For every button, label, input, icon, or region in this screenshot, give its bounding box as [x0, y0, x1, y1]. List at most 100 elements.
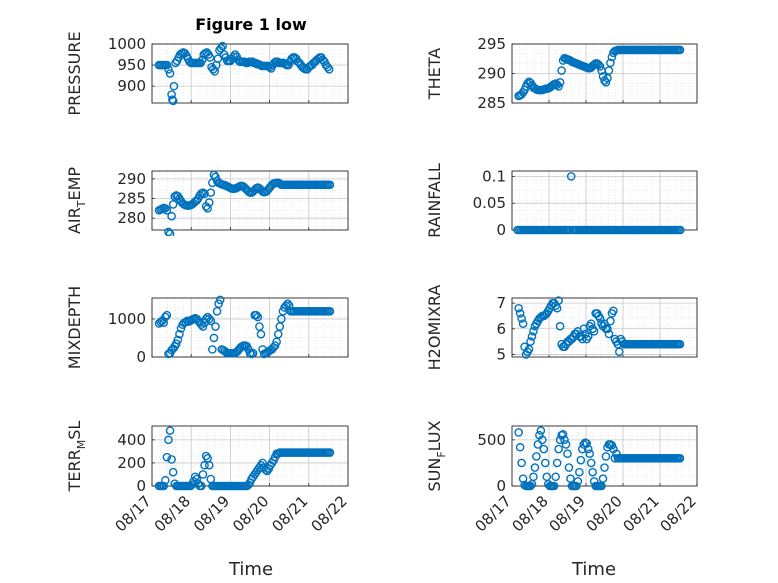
data-point	[167, 455, 176, 464]
data-point	[551, 472, 560, 482]
data-point	[203, 204, 212, 213]
x-tick-label: 08/21	[620, 492, 663, 535]
y-axis-label: AIRTEMP	[65, 167, 88, 234]
data-point	[606, 316, 615, 326]
data-point	[529, 327, 538, 336]
y-tick-label: 950	[117, 56, 146, 74]
data-point	[530, 463, 540, 472]
data-point	[170, 192, 180, 201]
data-point	[582, 439, 592, 448]
data-point	[206, 188, 216, 197]
y-tick-label: 1000	[108, 310, 146, 328]
data-point	[165, 69, 175, 78]
data-point	[258, 458, 267, 468]
y-tick-label: 900	[117, 77, 146, 95]
data-point	[161, 475, 170, 485]
y-axis-label: H2OMIXRA	[425, 285, 444, 371]
x-tick-label: 08/18	[151, 492, 194, 535]
y-tick-label: 500	[477, 431, 506, 449]
data-point	[539, 444, 549, 454]
y-tick-label: 295	[477, 35, 506, 53]
data-point	[517, 314, 526, 323]
x-tick-label: 08/17	[112, 492, 155, 535]
data-point	[283, 299, 292, 309]
data-point	[606, 58, 615, 68]
y-tick-label: 1000	[108, 35, 146, 53]
data-point	[169, 81, 179, 91]
data-point	[601, 78, 611, 87]
x-tick-label: 08/22	[308, 492, 351, 535]
data-point	[255, 322, 264, 331]
data-point	[583, 444, 593, 454]
data-point	[218, 41, 227, 51]
data-point	[215, 295, 225, 305]
data-point	[256, 329, 266, 339]
axes-box	[511, 297, 698, 358]
data-point	[165, 229, 175, 236]
y-tick-label: 0.05	[473, 194, 506, 212]
subplot-rainfall: 0.1 0.05 0 RAINFALL	[425, 163, 698, 239]
data-point	[211, 322, 220, 331]
x-tick-label: 08/22	[657, 492, 700, 535]
data-point	[527, 332, 537, 341]
y-axis-label-main: TERR	[65, 449, 84, 492]
data-point	[675, 454, 685, 463]
data-point	[552, 458, 562, 468]
data-point	[552, 303, 562, 313]
y-tick-label: 0	[496, 221, 506, 239]
data-series	[513, 172, 685, 235]
data-point	[564, 463, 574, 472]
data-point	[600, 463, 609, 472]
data-point	[573, 477, 583, 486]
data-point	[325, 307, 335, 316]
data-point	[200, 189, 209, 199]
y-axis-label-main: RAINFALL	[425, 163, 444, 238]
data-point	[205, 53, 215, 62]
data-point	[201, 314, 211, 324]
axes-box	[511, 43, 698, 104]
x-tick-label: 08/20	[583, 492, 626, 535]
y-axis-label-subscript: T	[75, 200, 88, 208]
data-point	[595, 314, 605, 323]
data-point	[604, 329, 614, 339]
data-series	[514, 296, 685, 359]
y-tick-label: 280	[117, 209, 146, 227]
data-point	[532, 452, 541, 461]
y-axis-label: RAINFALL	[425, 163, 444, 238]
data-point	[563, 449, 572, 458]
data-point	[526, 337, 535, 346]
data-point	[566, 172, 576, 181]
data-series	[514, 426, 685, 491]
data-point	[208, 345, 217, 354]
data-point	[197, 481, 206, 491]
y-tick-label: 285	[117, 190, 146, 208]
data-point	[586, 319, 596, 328]
data-point	[524, 345, 534, 354]
data-point	[165, 426, 175, 435]
data-point	[555, 321, 565, 331]
x-tick-label: 08/19	[190, 492, 233, 535]
data-point	[533, 440, 543, 449]
subplot-h2omixra: 7 6 5 H2OMIXRA	[425, 285, 698, 371]
y-axis-label-tail: EMP	[65, 167, 84, 201]
data-point	[212, 307, 222, 316]
figure-title: Figure 1 low	[195, 15, 307, 34]
y-tick-label: 0	[136, 477, 146, 495]
data-point	[206, 316, 216, 326]
data-point	[324, 64, 334, 74]
data-point	[595, 62, 605, 71]
y-tick-label: 290	[477, 65, 506, 83]
data-point	[541, 458, 550, 468]
subplot-pressure: 1000 950 900 PRESSURE	[65, 31, 349, 116]
data-point	[558, 430, 568, 439]
data-series	[154, 426, 335, 491]
data-point	[273, 329, 283, 339]
data-point	[325, 448, 335, 457]
data-point	[168, 200, 178, 209]
data-point	[173, 335, 183, 345]
data-point	[200, 460, 209, 470]
data-point	[557, 66, 566, 75]
data-point	[576, 455, 586, 465]
